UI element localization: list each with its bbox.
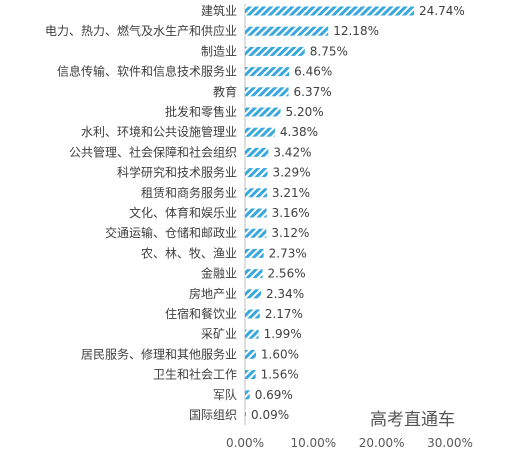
value-label: 2.56% [267,267,305,281]
bar [245,188,267,198]
value-label: 6.46% [294,65,332,79]
category-label: 居民服务、修理和其他服务业 [81,346,237,361]
bar [245,289,261,299]
category-label: 金融业 [201,266,237,281]
value-label: 0.09% [251,408,289,422]
bar [245,127,275,137]
category-label: 卫生和社会工作 [153,367,237,382]
x-tick-label: 10.00% [290,436,336,450]
value-label: 2.17% [265,307,303,321]
bar [245,168,268,178]
category-label: 建筑业 [201,3,237,18]
bar [245,26,329,36]
bar [245,349,256,359]
category-label: 教育 [213,84,237,99]
bar [245,309,260,319]
category-label: 交通运输、仓储和邮政业 [105,225,237,240]
value-label: 24.74% [419,4,465,18]
x-axis-ticks: 0.00% 10.00% 20.00% 30.00% [226,436,473,450]
value-label: 3.12% [271,226,309,240]
bar [245,107,281,117]
bar [245,46,305,56]
category-label: 国际组织 [189,408,237,422]
value-label: 1.56% [261,368,299,382]
category-labels: 建筑业电力、热力、燃气及水生产和供应业制造业信息传输、软件和信息技术服务业教育批… [45,3,237,422]
value-label: 1.99% [264,327,302,341]
value-label: 8.75% [310,44,348,58]
category-label: 公共管理、社会保障和社会组织 [69,144,237,159]
category-label: 信息传输、软件和信息技术服务业 [57,64,237,79]
value-label: 5.20% [286,105,324,119]
category-label: 文化、体育和娱乐业 [129,205,237,220]
category-label: 电力、热力、燃气及水生产和供应业 [45,23,237,38]
bar [245,208,267,218]
category-label: 房地产业 [189,286,237,301]
bar [245,67,290,77]
value-label: 6.37% [294,85,332,99]
category-label: 住宿和餐饮业 [165,306,237,321]
category-label: 采矿业 [201,327,237,341]
x-tick-label: 0.00% [226,436,264,450]
value-label: 3.21% [272,186,310,200]
value-labels: 24.74% 12.18% 8.75% 6.46% 6.37% 5.20% 4.38% 3.4… [251,4,465,422]
value-label: 3.42% [273,145,311,159]
category-label: 水利、环境和公共设施管理业 [81,124,237,139]
bar [245,228,267,238]
bar [245,390,250,400]
value-label: 1.60% [261,347,299,361]
x-tick-label: 30.00% [427,436,473,450]
value-label: 2.73% [269,246,307,260]
bar [245,6,415,16]
value-label: 3.29% [272,166,310,180]
value-label: 12.18% [333,24,379,38]
category-label: 军队 [213,387,237,402]
category-label: 农、林、牧、渔业 [141,246,237,260]
bar [245,370,256,380]
value-label: 4.38% [280,125,318,139]
bar [245,269,263,279]
bar [245,410,246,420]
bar [245,329,259,339]
category-label: 制造业 [201,44,237,58]
x-tick-label: 20.00% [359,436,405,450]
category-label: 科学研究和技术服务业 [117,165,237,180]
bar [245,87,289,97]
watermark-text: 高考直通车 [370,410,455,430]
category-label: 租赁和商务服务业 [141,185,237,200]
value-label: 0.69% [255,388,293,402]
bars-group [245,6,415,420]
value-label: 2.34% [266,287,304,301]
bar [245,248,264,258]
category-label: 批发和零售业 [165,104,237,119]
value-label: 3.16% [272,206,310,220]
bar [245,147,269,157]
